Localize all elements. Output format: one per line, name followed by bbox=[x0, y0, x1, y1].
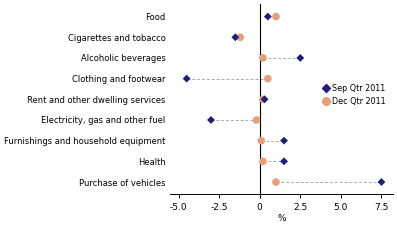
Dec Qtr 2011 bbox=[258, 139, 264, 143]
Dec Qtr 2011 bbox=[273, 15, 279, 18]
Sep Qtr 2011 bbox=[265, 15, 271, 18]
Sep Qtr 2011 bbox=[261, 97, 268, 101]
Dec Qtr 2011 bbox=[253, 118, 260, 122]
Sep Qtr 2011 bbox=[297, 56, 303, 60]
Dec Qtr 2011 bbox=[260, 160, 266, 163]
Sep Qtr 2011 bbox=[183, 77, 190, 80]
Dec Qtr 2011 bbox=[265, 77, 271, 80]
Dec Qtr 2011 bbox=[237, 35, 243, 39]
X-axis label: %: % bbox=[278, 214, 286, 223]
Sep Qtr 2011 bbox=[281, 160, 287, 163]
Dec Qtr 2011 bbox=[273, 180, 279, 184]
Legend: Sep Qtr 2011, Dec Qtr 2011: Sep Qtr 2011, Dec Qtr 2011 bbox=[321, 81, 389, 109]
Dec Qtr 2011 bbox=[260, 97, 266, 101]
Sep Qtr 2011 bbox=[378, 180, 385, 184]
Sep Qtr 2011 bbox=[208, 118, 214, 122]
Dec Qtr 2011 bbox=[260, 56, 266, 60]
Sep Qtr 2011 bbox=[232, 35, 239, 39]
Sep Qtr 2011 bbox=[281, 139, 287, 143]
